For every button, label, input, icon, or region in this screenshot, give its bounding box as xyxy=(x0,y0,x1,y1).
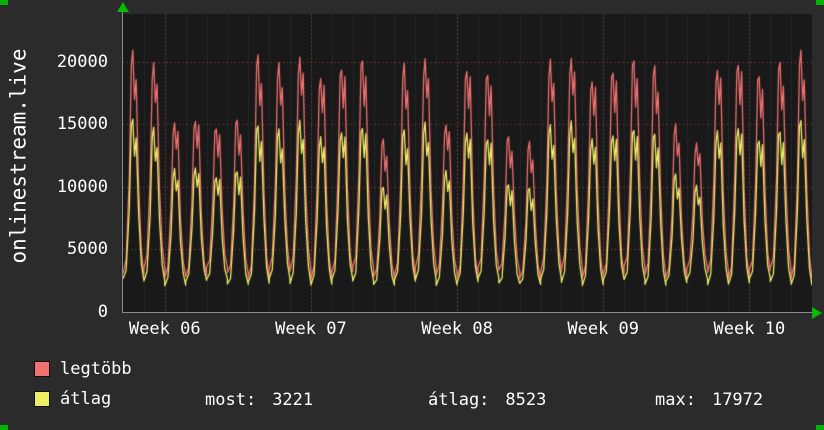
vertical-axis-title-wrap: onlinestream.live xyxy=(0,0,36,312)
stat-atlag: átlag: 8523 xyxy=(428,390,546,410)
corner-mark xyxy=(0,425,8,430)
corner-mark xyxy=(0,0,8,5)
corner-mark xyxy=(816,425,824,430)
y-axis-line xyxy=(122,10,123,313)
corner-mark xyxy=(816,0,824,5)
stat-max-label: max: xyxy=(655,390,696,410)
x-tick-label: Week 09 xyxy=(567,319,640,339)
stat-most-label: most: xyxy=(205,390,257,410)
y-axis-arrow-icon xyxy=(117,2,129,12)
stat-atlag-value: 8523 xyxy=(505,390,547,410)
stat-max: max: 17972 xyxy=(655,390,763,410)
x-tick-label: Week 08 xyxy=(421,319,493,339)
stat-max-value: 17972 xyxy=(711,390,764,410)
x-tick-label: Week 10 xyxy=(713,319,786,339)
y-tick-label: 0 xyxy=(97,302,108,322)
x-tick-label: Week 07 xyxy=(275,319,347,339)
stat-atlag-label: átlag: xyxy=(428,390,490,410)
legend-row-legtobb: legtöbb xyxy=(34,359,132,379)
legend-swatch-atlag xyxy=(34,391,50,407)
stat-most: most: 3221 xyxy=(205,390,313,410)
y-tick-label: 5000 xyxy=(67,239,108,260)
legend-swatch-legtobb xyxy=(34,361,50,377)
chart-plot-canvas xyxy=(123,14,812,312)
legend-label-legtobb: legtöbb xyxy=(60,359,132,379)
y-tick-label: 15000 xyxy=(56,114,108,135)
y-tick-label: 20000 xyxy=(56,51,108,72)
x-axis-arrow-icon xyxy=(812,307,822,319)
legend-label-atlag: átlag xyxy=(60,389,112,409)
x-tick-label: Week 06 xyxy=(128,319,201,339)
legend-row-atlag: átlag xyxy=(34,389,111,409)
chart-ylabel: onlinestream.live xyxy=(6,48,30,264)
x-axis-line xyxy=(123,312,813,313)
y-tick-label: 10000 xyxy=(56,176,108,197)
stat-most-value: 3221 xyxy=(272,390,314,410)
